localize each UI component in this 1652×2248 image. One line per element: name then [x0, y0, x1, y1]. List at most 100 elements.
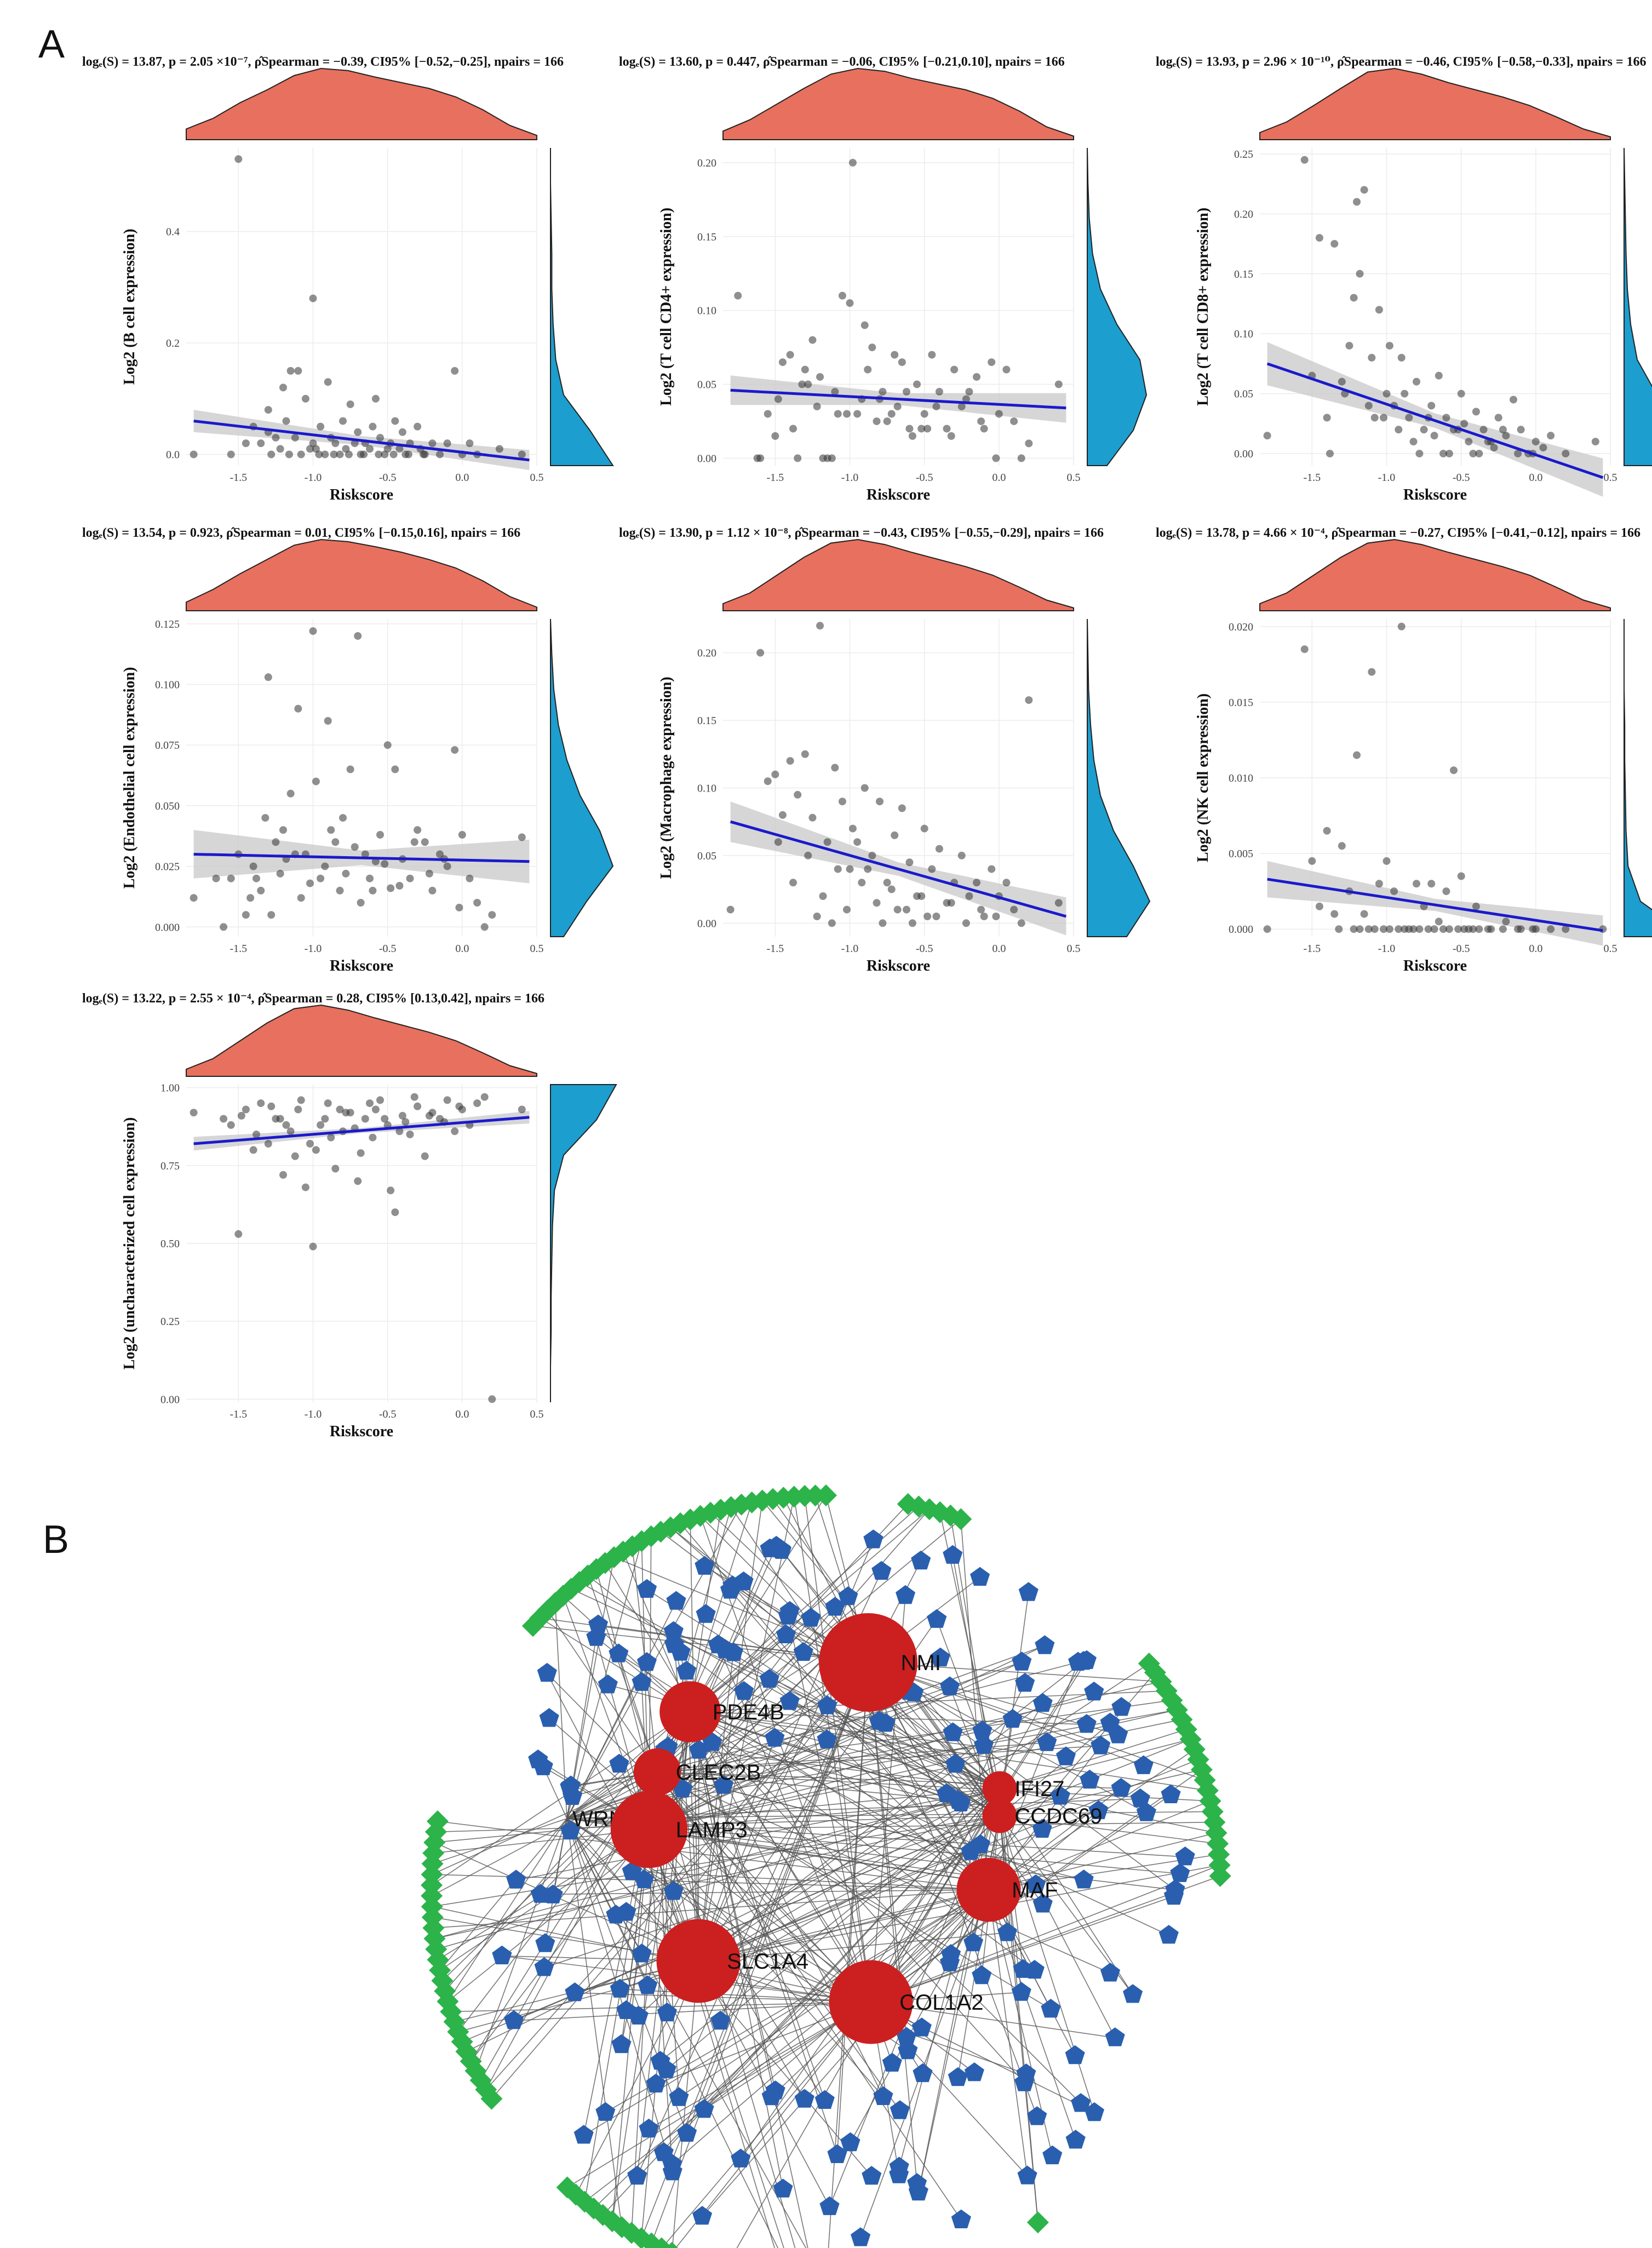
data-point — [443, 1096, 451, 1104]
hub-label: IFI27 — [1014, 1777, 1064, 1801]
y-tick-label: 0.15 — [697, 715, 716, 727]
data-point — [264, 673, 272, 681]
data-point — [331, 1165, 340, 1173]
data-point — [395, 1127, 404, 1136]
data-point — [1300, 156, 1309, 164]
data-point — [1439, 450, 1447, 458]
data-point — [212, 874, 220, 882]
data-point — [1454, 925, 1462, 933]
edge — [793, 1496, 871, 2003]
target-pentagon-node — [794, 2089, 814, 2108]
data-point — [249, 1146, 257, 1154]
scatter-panel-3: logₑ(S) = 13.93, p = 2.96 × 10⁻¹⁰, ρ̂Spe… — [1156, 55, 1652, 503]
edge — [566, 1818, 779, 2248]
target-diamond-node — [630, 2227, 652, 2248]
data-point — [369, 422, 377, 431]
target-pentagon-node — [801, 1608, 821, 1627]
data-point — [1401, 925, 1409, 933]
data-point — [276, 869, 284, 878]
data-point — [1442, 887, 1450, 896]
target-pentagon-node — [889, 2164, 909, 2183]
target-pentagon-node — [1002, 1708, 1023, 1728]
data-point — [908, 432, 916, 440]
x-axis-title: Riskscore — [330, 1423, 393, 1440]
data-point — [324, 1099, 332, 1108]
edge — [698, 1960, 830, 2207]
data-point — [1383, 857, 1391, 865]
data-point — [297, 450, 305, 458]
target-pentagon-node — [927, 1609, 947, 1628]
data-point — [778, 811, 787, 819]
data-point — [879, 388, 887, 396]
edge — [434, 1842, 699, 1962]
target-pentagon-node — [504, 2010, 524, 2029]
target-pentagon-node — [1032, 1819, 1052, 1838]
edge — [999, 1769, 1202, 1816]
data-point — [920, 824, 928, 833]
target-pentagon-node — [586, 1627, 606, 1646]
x-axis-title: Riskscore — [867, 957, 930, 974]
target-pentagon-node — [1068, 1651, 1088, 1671]
data-point — [428, 886, 437, 894]
data-point — [838, 291, 846, 300]
edge — [649, 1829, 784, 2248]
data-point — [381, 1115, 389, 1123]
data-point — [794, 454, 802, 462]
data-point — [1338, 377, 1346, 386]
target-pentagon-node — [634, 1869, 654, 1889]
edge — [583, 1889, 989, 2136]
target-pentagon-node — [1042, 2145, 1063, 2165]
edge — [698, 1500, 763, 1962]
hub-node-col1a2 — [829, 1960, 913, 2044]
target-pentagon-node — [656, 2059, 676, 2078]
edge — [988, 1800, 1211, 1890]
edge — [988, 1889, 1028, 2176]
data-point — [366, 874, 374, 882]
data-point — [414, 422, 422, 431]
x-tick-label: -0.5 — [379, 1408, 397, 1420]
data-point — [436, 850, 444, 858]
edge — [544, 1818, 567, 1944]
data-point — [1017, 454, 1025, 462]
target-pentagon-node — [689, 1740, 709, 1759]
target-pentagon-node — [761, 2086, 782, 2106]
data-point — [764, 410, 772, 418]
data-point — [279, 826, 287, 834]
data-point — [480, 923, 489, 931]
data-point — [876, 798, 884, 806]
edge — [868, 1662, 917, 2184]
x-axis-title: Riskscore — [1403, 486, 1467, 503]
density-top — [186, 67, 537, 140]
hub-label: CCDC69 — [1014, 1804, 1102, 1828]
regression-line — [193, 1116, 530, 1145]
data-point — [249, 862, 257, 870]
data-point — [893, 905, 902, 914]
data-point — [321, 1115, 329, 1123]
data-point — [227, 1121, 235, 1129]
x-tick-label: -1.5 — [230, 472, 247, 484]
data-point — [995, 410, 1003, 418]
data-point — [1397, 622, 1406, 630]
data-point — [957, 851, 966, 859]
y-axis-title: Log2 (T cell CD4+ expression) — [658, 208, 675, 406]
data-point — [771, 432, 779, 440]
edge — [437, 1821, 989, 1890]
target-pentagon-node — [896, 1585, 916, 1604]
edge — [431, 1711, 691, 1886]
density-top — [722, 538, 1074, 611]
data-point — [846, 865, 854, 873]
data-point — [1360, 910, 1368, 918]
data-point — [406, 1131, 414, 1138]
data-point — [473, 1099, 481, 1108]
data-point — [1356, 269, 1364, 278]
data-point — [848, 824, 857, 833]
data-point — [853, 410, 862, 418]
target-pentagon-node — [695, 1556, 715, 1575]
target-pentagon-node — [863, 1529, 884, 1549]
target-pentagon-node — [588, 1614, 609, 1633]
target-pentagon-node — [939, 1676, 960, 1695]
y-tick-label: 0.10 — [1234, 328, 1253, 340]
edge — [730, 1590, 989, 1890]
hub-label: SLC1A4 — [727, 1949, 808, 1974]
data-point — [1502, 917, 1510, 926]
